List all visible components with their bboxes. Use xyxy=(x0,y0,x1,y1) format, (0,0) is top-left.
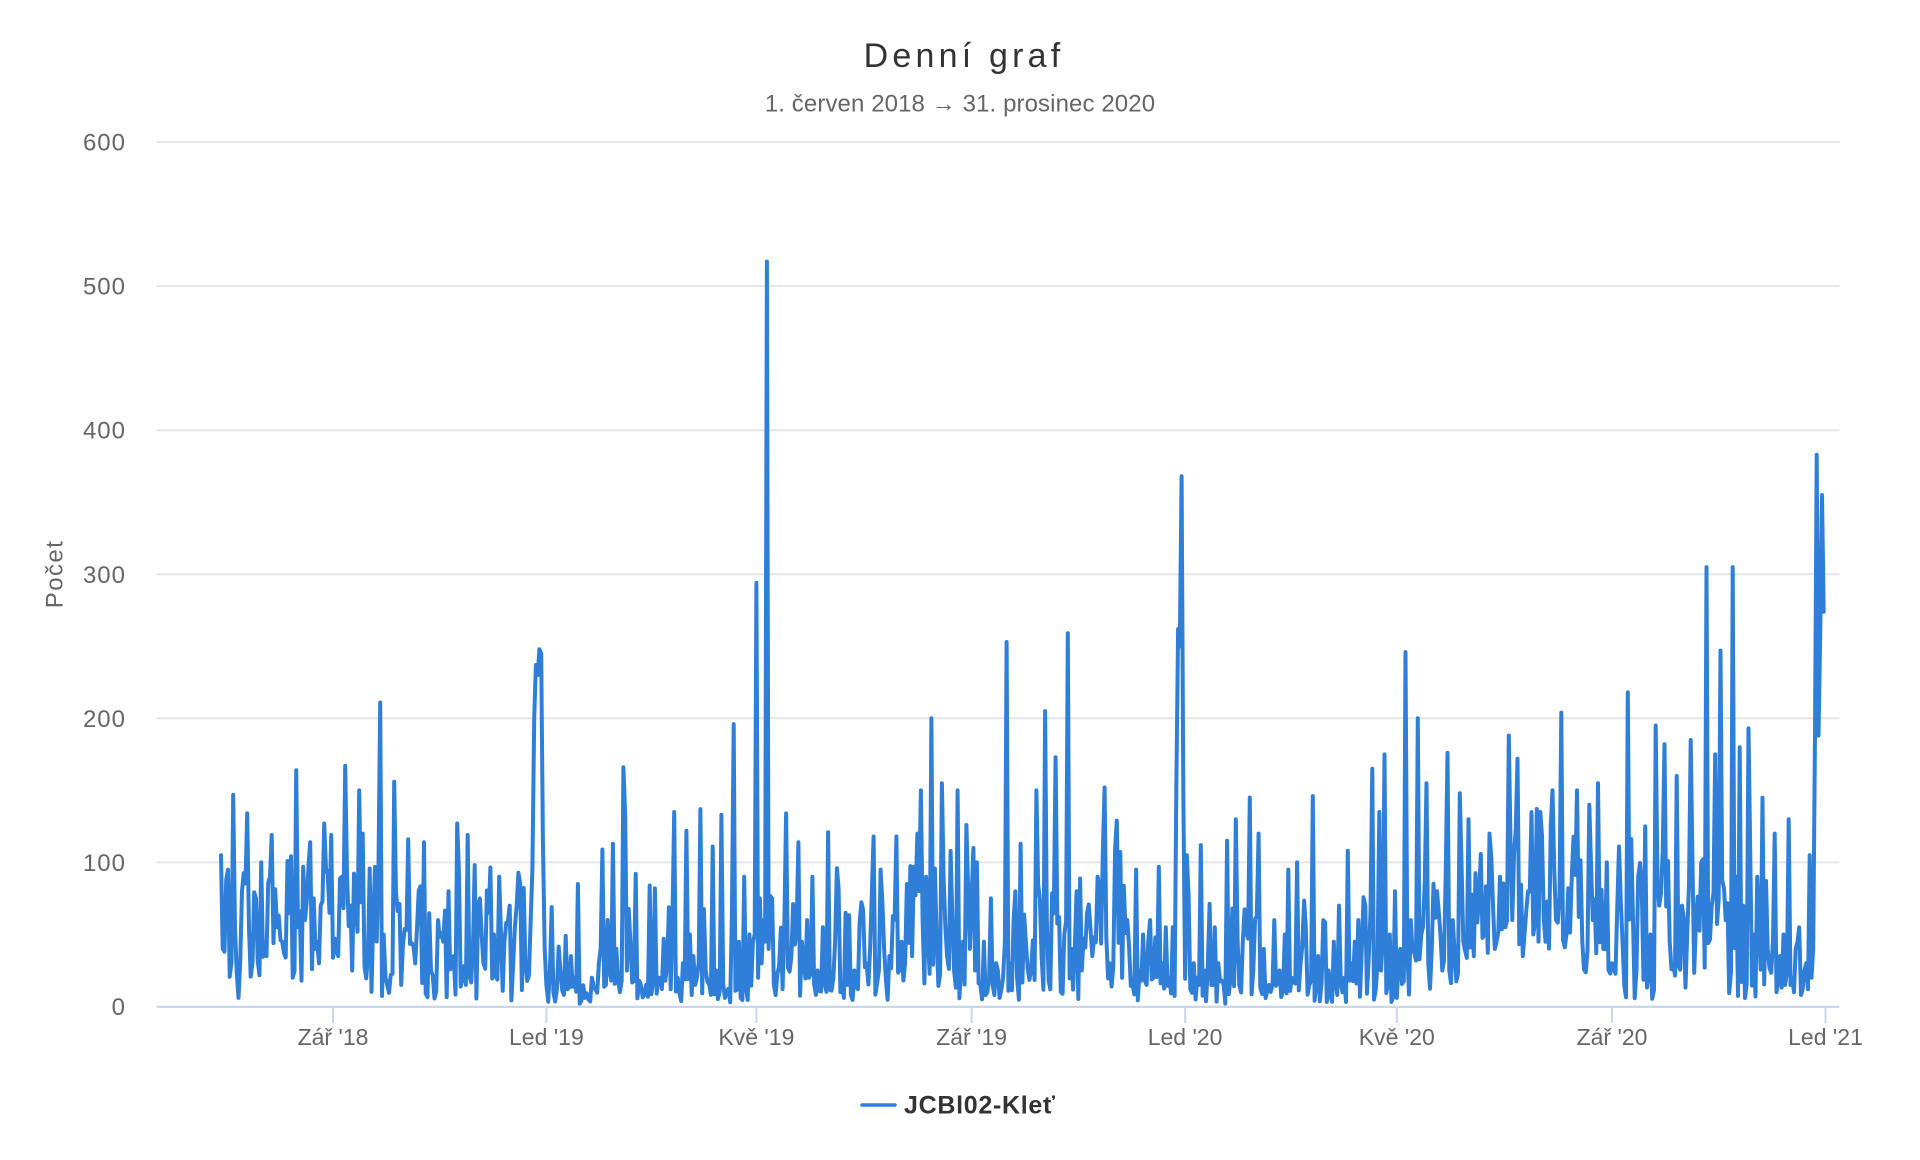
svg-text:Kvě '20: Kvě '20 xyxy=(1359,1024,1435,1050)
svg-text:Zář '20: Zář '20 xyxy=(1577,1024,1648,1050)
svg-text:Zář '19: Zář '19 xyxy=(936,1024,1007,1050)
svg-text:400: 400 xyxy=(83,418,126,445)
svg-text:600: 600 xyxy=(83,130,126,157)
svg-text:0: 0 xyxy=(112,994,126,1021)
svg-text:Denní graf: Denní graf xyxy=(864,37,1065,75)
svg-text:200: 200 xyxy=(83,706,126,733)
svg-text:JCBl02-Kleť: JCBl02-Kleť xyxy=(904,1092,1056,1120)
svg-text:1. červen 2018 → 31. prosinec: 1. červen 2018 → 31. prosinec 2020 xyxy=(765,91,1155,118)
svg-text:Kvě '19: Kvě '19 xyxy=(718,1024,794,1050)
svg-text:100: 100 xyxy=(83,850,126,877)
svg-text:Led '19: Led '19 xyxy=(509,1024,584,1050)
svg-text:Zář '18: Zář '18 xyxy=(298,1024,369,1050)
svg-text:Počet: Počet xyxy=(42,540,69,608)
svg-text:Led '21: Led '21 xyxy=(1788,1024,1863,1050)
svg-text:Led '20: Led '20 xyxy=(1148,1024,1223,1050)
svg-text:500: 500 xyxy=(83,274,126,301)
svg-text:300: 300 xyxy=(83,562,126,589)
